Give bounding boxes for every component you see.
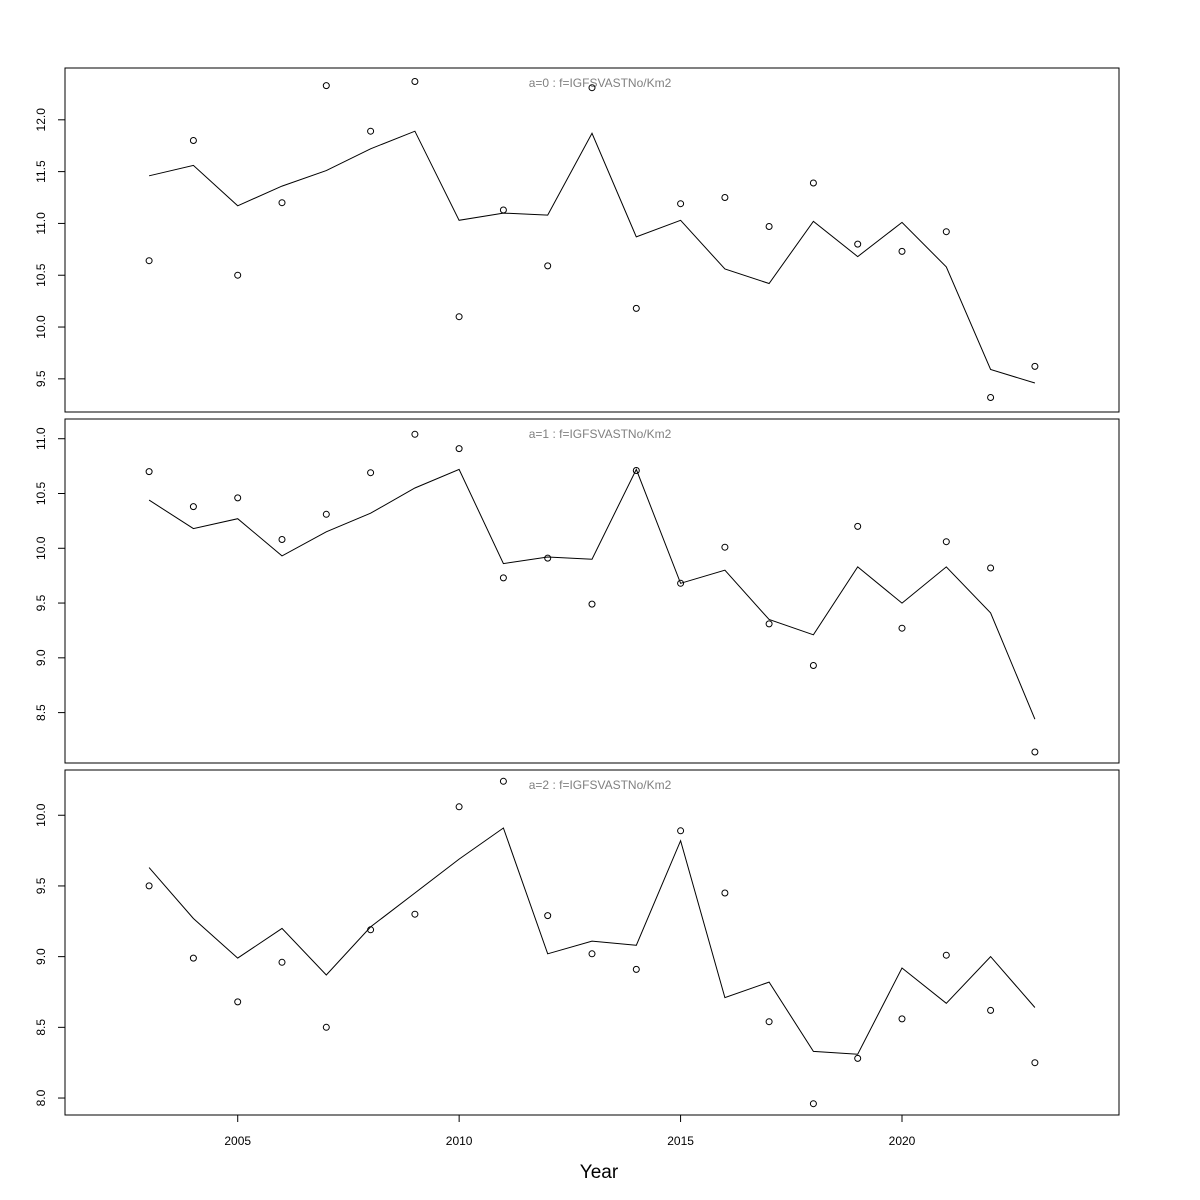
observed-point (544, 554, 552, 562)
y-tick-label: 9.0 (34, 948, 48, 965)
observed-point (809, 179, 817, 187)
observed-point (499, 574, 507, 582)
y-tick-label: 9.0 (34, 649, 48, 666)
panel-frame (64, 769, 1120, 1116)
observed-point (898, 1015, 906, 1023)
observed-point (721, 194, 729, 201)
fitted-series-line (148, 468, 1036, 720)
observed-point (234, 271, 242, 279)
observed-point (942, 228, 950, 236)
observed-point (898, 247, 906, 255)
observed-point (234, 998, 242, 1006)
observed-point (588, 84, 596, 92)
observed-point (367, 469, 375, 477)
observed-point (455, 445, 463, 453)
y-tick-label: 11.0 (34, 212, 48, 235)
observed-point (942, 951, 950, 959)
fitted-series-line (148, 130, 1036, 384)
observed-point (278, 958, 286, 966)
observed-point (765, 223, 773, 230)
x-axis-label: Year (580, 1162, 619, 1183)
observed-point (322, 510, 330, 518)
x-tick-label: 2010 (446, 1134, 473, 1148)
observed-point (942, 538, 950, 546)
observed-point (677, 827, 685, 835)
observed-point (499, 777, 507, 785)
observed-point (322, 82, 330, 90)
observed-point (367, 926, 375, 934)
observed-point (809, 662, 817, 669)
observed-point (278, 536, 286, 543)
observed-point (411, 430, 419, 438)
observed-point (721, 543, 729, 551)
y-tick-label: 11.5 (34, 160, 48, 183)
observed-point (632, 467, 640, 474)
y-tick-label: 11.0 (34, 427, 48, 450)
y-tick-label: 10.0 (34, 536, 48, 560)
observed-point (721, 889, 729, 897)
observed-point (145, 468, 153, 476)
observed-point (1031, 1059, 1039, 1067)
observed-point (367, 127, 375, 135)
observed-point (455, 803, 463, 811)
y-tick-label: 10.5 (34, 263, 48, 287)
y-tick-label: 9.5 (34, 594, 48, 611)
observed-point (588, 600, 596, 608)
panel-label: a=2 : f=IGFSVASTNo/Km2 (529, 778, 672, 792)
observed-point (677, 579, 685, 587)
y-tick-label: 8.5 (34, 1019, 48, 1036)
observed-point (632, 304, 640, 312)
observed-point (145, 882, 153, 890)
y-tick-label: 12.0 (34, 108, 48, 132)
observed-point (322, 1023, 330, 1031)
y-tick-label: 9.5 (34, 370, 48, 387)
observed-point (1031, 362, 1039, 370)
observed-point (544, 912, 552, 920)
observed-point (145, 257, 153, 265)
y-tick-label: 8.5 (34, 704, 48, 721)
x-tick-label: 2005 (224, 1134, 251, 1148)
observed-point (987, 564, 995, 572)
panel-frame (64, 67, 1120, 413)
observed-point (278, 199, 286, 207)
y-tick-label: 9.5 (34, 877, 48, 894)
observed-point (632, 965, 640, 973)
observed-point (499, 206, 507, 214)
y-tick-label: 10.0 (34, 315, 48, 339)
observed-point (854, 1054, 862, 1062)
observed-point (809, 1100, 817, 1108)
observed-point (765, 1018, 773, 1026)
panel-label: a=0 : f=IGFSVASTNo/Km2 (529, 76, 672, 90)
y-tick-label: 8.0 (34, 1089, 48, 1106)
observed-point (411, 78, 419, 85)
observed-point (1031, 748, 1039, 756)
observed-point (854, 240, 862, 248)
y-tick-label: 10.5 (34, 481, 48, 505)
panel-frame (64, 418, 1120, 764)
y-tick-label: 10.0 (34, 803, 48, 827)
observed-point (455, 313, 463, 321)
observed-point (234, 494, 242, 502)
observed-point (189, 503, 197, 511)
observed-point (189, 954, 197, 962)
x-tick-label: 2020 (889, 1134, 916, 1148)
observed-point (544, 262, 552, 270)
observed-point (588, 950, 596, 958)
observed-point (987, 394, 995, 401)
observed-point (677, 200, 685, 208)
x-tick-label: 2015 (667, 1134, 694, 1148)
observed-point (854, 522, 862, 530)
observed-point (765, 620, 773, 628)
observed-point (898, 624, 906, 632)
observed-point (189, 137, 197, 144)
fitted-series-line (148, 827, 1036, 1055)
observed-point (987, 1006, 995, 1014)
observed-point (411, 910, 419, 918)
panel-label: a=1 : f=IGFSVASTNo/Km2 (529, 427, 672, 441)
